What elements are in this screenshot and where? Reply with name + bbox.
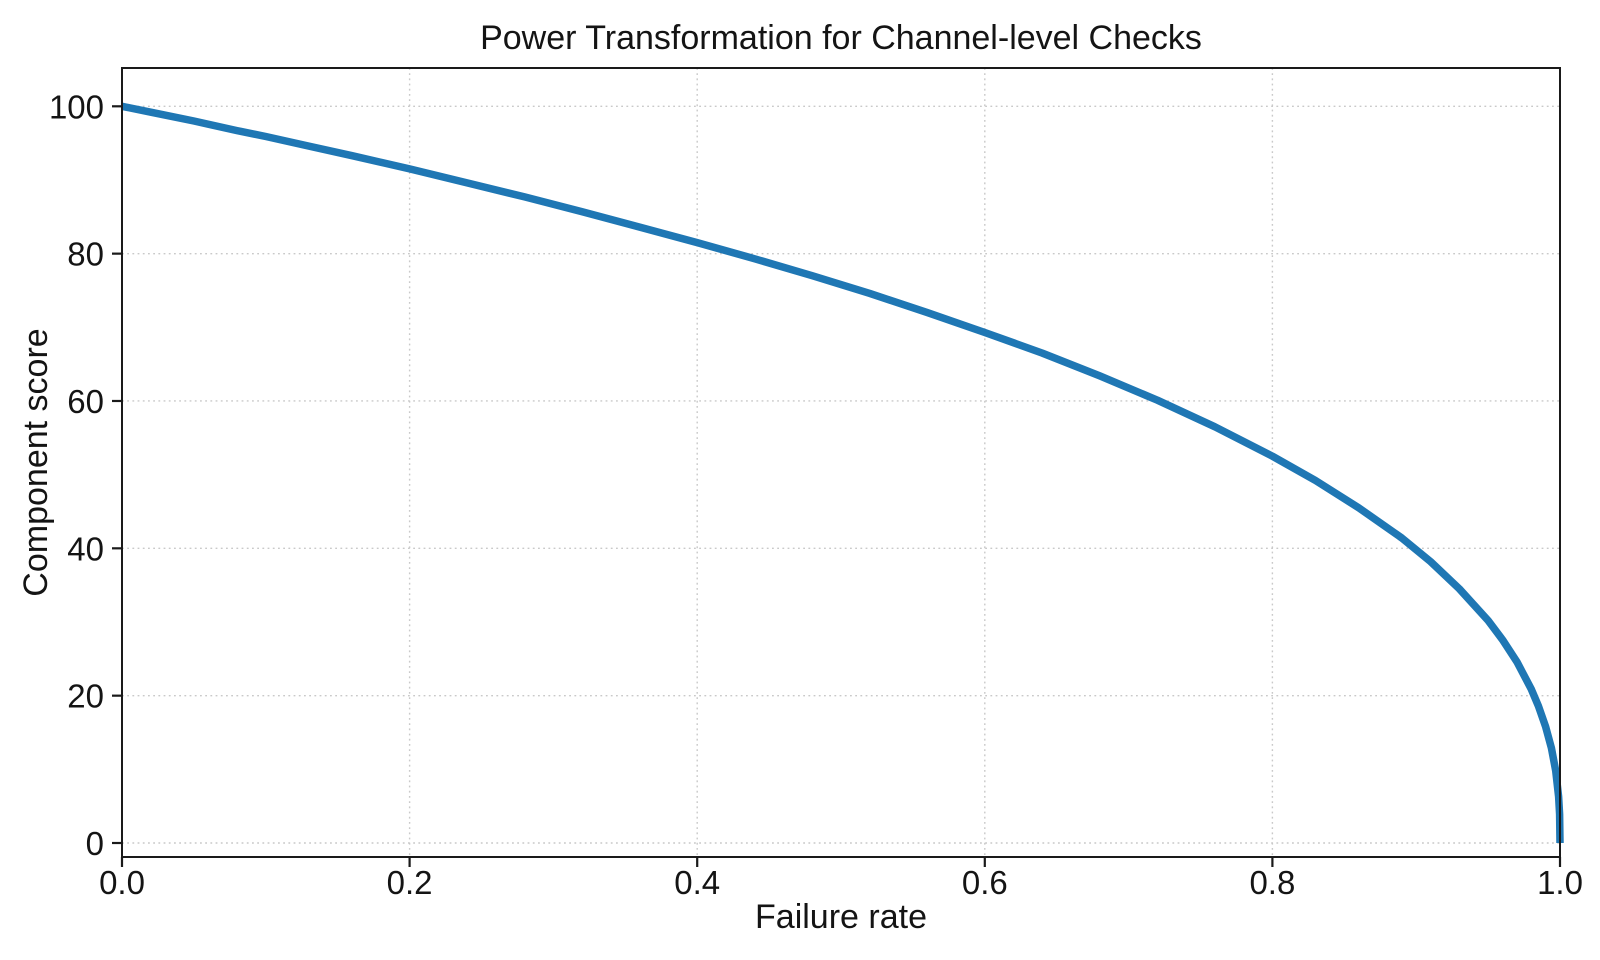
x-tick-label: 0.6	[962, 864, 1008, 901]
x-tick-label: 0.0	[99, 864, 145, 901]
axes-spines	[121, 67, 1561, 858]
tick-layer: 0.0 0.2 0.4 0.6 0.8 1.0 0 20 40 60 80 100	[49, 88, 1583, 901]
y-tick-label: 0	[86, 825, 104, 862]
x-axis-label: Failure rate	[755, 898, 927, 936]
y-tick-label: 20	[67, 678, 104, 715]
chart-title: Power Transformation for Channel-level C…	[480, 19, 1202, 57]
x-tick-label: 1.0	[1537, 864, 1583, 901]
y-axis-label: Component score	[17, 328, 55, 596]
x-tick-label: 0.4	[674, 864, 720, 901]
plot-border	[121, 67, 1561, 858]
curve-layer	[121, 102, 1564, 844]
x-tick-label: 0.8	[1249, 864, 1295, 901]
y-tick-label: 80	[67, 236, 104, 273]
y-tick-label: 100	[49, 88, 104, 125]
y-tick-label: 60	[67, 383, 104, 420]
x-tick-label: 0.2	[387, 864, 433, 901]
y-tick-label: 40	[67, 530, 104, 567]
component-score-curve	[121, 102, 1564, 844]
grid-layer	[121, 68, 1561, 857]
